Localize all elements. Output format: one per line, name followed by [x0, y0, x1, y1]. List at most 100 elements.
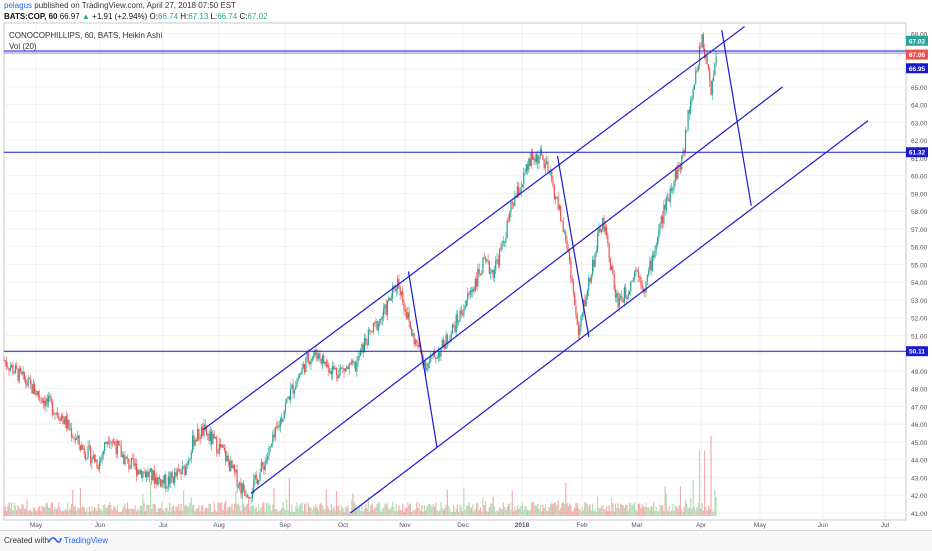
candle-body [180, 471, 182, 474]
volume-bar [118, 511, 120, 516]
volume-bar [421, 504, 423, 516]
volume-bar [102, 505, 104, 516]
candle-body [514, 197, 516, 206]
volume-bar [23, 508, 25, 516]
volume-bar [460, 507, 462, 516]
candle-body [562, 221, 564, 233]
candle-body [219, 444, 222, 448]
y-tick-label: 58.00 [911, 209, 928, 216]
author-link[interactable]: pelagus [4, 1, 33, 10]
volume-bar [232, 509, 234, 516]
volume-bar [179, 510, 181, 516]
candle-body [277, 425, 279, 429]
volume-bar [607, 511, 609, 516]
volume-bar [470, 507, 473, 516]
volume-bar [617, 503, 619, 516]
volume-bar [363, 508, 366, 516]
volume-bar [407, 502, 409, 516]
volume-bar [361, 504, 363, 516]
candle-body [151, 468, 153, 481]
candle-body [374, 322, 376, 324]
volume-bar [642, 506, 645, 516]
candle-body [399, 286, 401, 296]
candle-body [230, 460, 232, 472]
volume-bar [230, 507, 232, 516]
volume-bar [707, 505, 710, 516]
candle-body [3, 360, 5, 362]
price-label: 67.06 [909, 52, 926, 59]
candle-body [698, 46, 701, 65]
volume-bar [391, 502, 394, 516]
candle-body [272, 434, 274, 444]
candle-body [636, 269, 638, 271]
price-chart[interactable]: 41.00 42.00 43.00 44.00 45.00 46.00 47.00 48.00… [0, 0, 932, 530]
candle-body [163, 474, 166, 484]
candle-body [125, 456, 127, 459]
candle-body [589, 277, 591, 283]
volume-bar [456, 504, 459, 516]
volume-bar [563, 503, 566, 516]
volume-bar [170, 511, 172, 516]
volume-bar [151, 509, 153, 516]
volume-bar [8, 502, 10, 516]
volume-bar [709, 508, 711, 516]
volume-bar [337, 506, 339, 516]
candle-body [407, 312, 409, 319]
candle-body [676, 169, 678, 179]
candle-body [487, 259, 489, 262]
candle-body [575, 305, 577, 316]
candle-body [207, 434, 209, 436]
high-label: H: [180, 12, 189, 21]
volume-bar [670, 510, 673, 516]
candle-body [518, 186, 520, 195]
volume-bar [216, 511, 218, 516]
candle-body [226, 455, 228, 462]
volume-bar [88, 506, 90, 516]
candle-body [211, 431, 213, 445]
candle-body [528, 158, 530, 171]
candle-body [566, 240, 568, 250]
candle-body [137, 469, 139, 476]
volume-bar [244, 507, 246, 516]
candle-body [462, 313, 464, 316]
volume-bar [526, 510, 529, 516]
volume-bar [576, 503, 578, 516]
volume-bar [465, 504, 468, 516]
volume-bar [188, 505, 190, 516]
candle-body [635, 269, 637, 272]
volume-bar [413, 510, 415, 516]
volume-bar [37, 507, 39, 516]
candle-body [288, 396, 290, 400]
candle-body [669, 188, 671, 202]
volume-bar [404, 508, 406, 516]
volume-bar [598, 508, 600, 516]
candle-body [358, 356, 361, 357]
candle-body [314, 349, 316, 356]
candle-body [311, 357, 313, 361]
volume-bar [691, 508, 693, 516]
volume-bar [160, 508, 162, 516]
volume-bar [344, 507, 347, 516]
volume-bar [612, 503, 614, 516]
volume-bar [491, 503, 493, 516]
candle-body [67, 419, 69, 429]
volume-bar [616, 508, 618, 516]
volume-bar [273, 488, 275, 516]
volume-bar [153, 503, 155, 516]
candle-body [316, 355, 318, 359]
y-tick-label: 46.00 [911, 422, 928, 429]
volume-bar [376, 503, 378, 516]
volume-bar [585, 502, 587, 516]
candle-body [405, 311, 408, 319]
volume-bar [416, 502, 418, 516]
candle-body [451, 324, 454, 334]
candle-body [650, 260, 652, 271]
tradingview-link[interactable]: TradingView [64, 536, 109, 545]
candle-body [184, 466, 186, 476]
volume-bar [194, 510, 196, 516]
candle-body [213, 434, 215, 439]
candle-body [177, 469, 180, 471]
candle-body [340, 367, 343, 369]
volume-bar [67, 502, 69, 516]
candle-body [576, 315, 578, 325]
